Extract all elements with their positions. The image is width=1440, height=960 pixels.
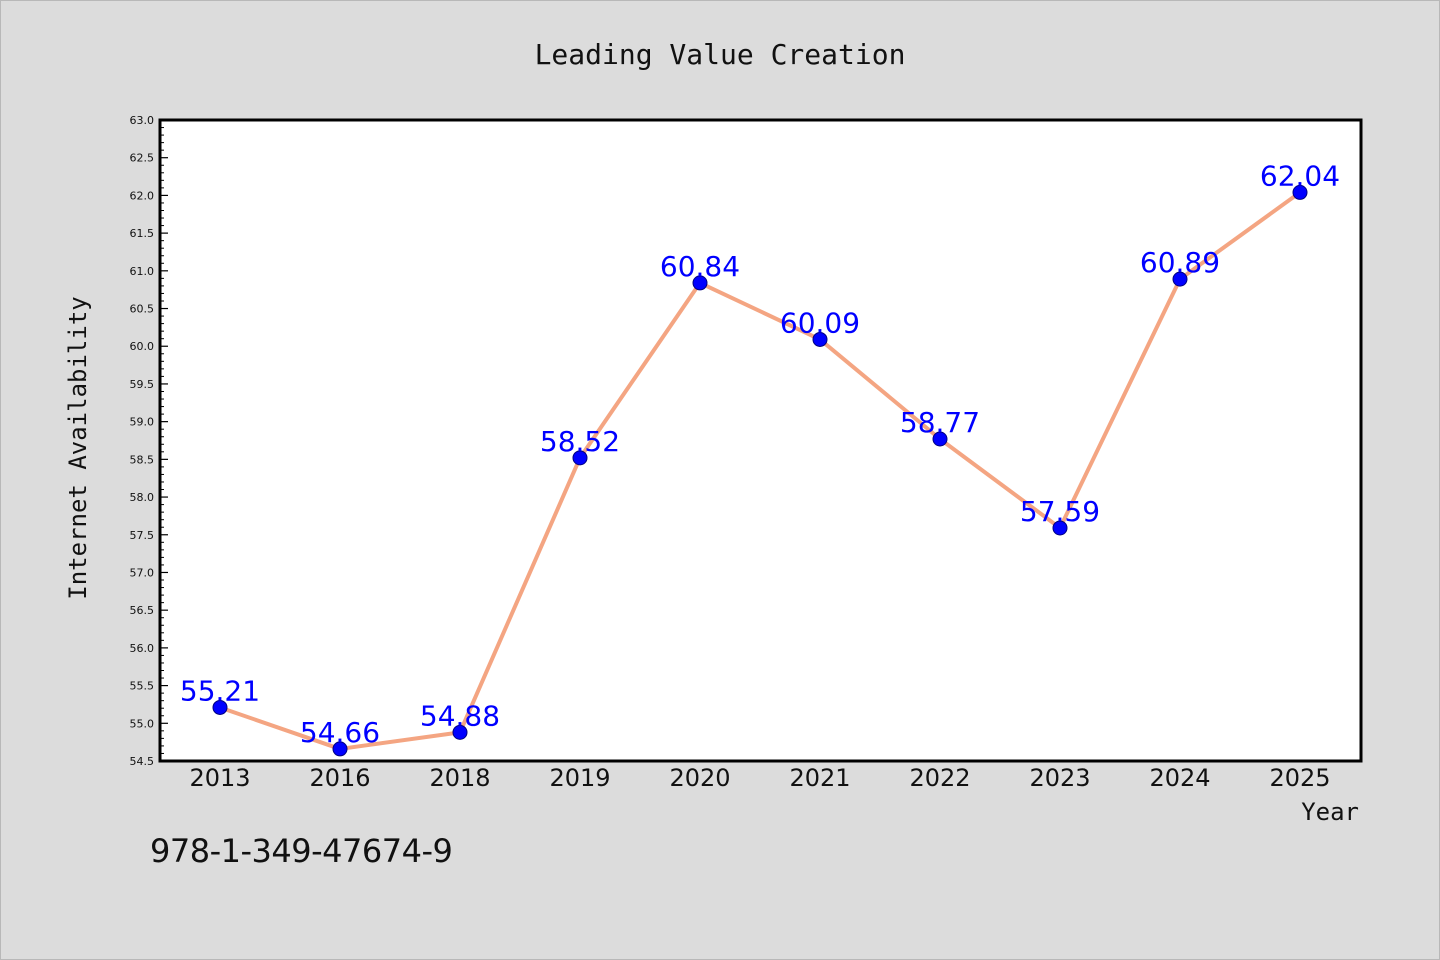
y-axis: 54.5 55.0 55.5 56.0 56.5 57.0 57.5 58.0 58.5 59.0… (130, 114, 168, 768)
data-point (932, 431, 948, 447)
y-tick-label: 56.5 (130, 604, 155, 617)
isbn-text: 978-1-349-47674-9 (150, 832, 453, 870)
y-tick-label: 57.5 (130, 529, 155, 542)
y-tick-label: 61.5 (130, 227, 155, 240)
y-tick-label: 58.0 (130, 491, 155, 504)
x-axis-label: Year (1301, 798, 1359, 826)
series-line (219, 190, 1302, 751)
data-label: 60.84 (660, 250, 740, 283)
data-point (692, 275, 708, 291)
y-tick-label: 61.0 (130, 265, 155, 278)
y-axis-label: Internet Availability (64, 296, 92, 599)
y-tick-label: 58.5 (130, 453, 155, 466)
data-label: 54.88 (420, 699, 500, 732)
x-axis: 2013 2016 2018 2019 2020 2021 2022 2023 2024 2025 (189, 764, 1330, 792)
y-tick-label: 62.0 (130, 189, 155, 202)
plot-area (158, 118, 1363, 763)
x-tick-label: 2016 (309, 764, 370, 792)
x-tick-label: 2013 (189, 764, 250, 792)
data-point (212, 699, 228, 715)
data-label: 58.77 (900, 406, 980, 439)
y-tick-label: 56.0 (130, 642, 155, 655)
data-label: 54.66 (300, 716, 380, 749)
data-point (1172, 271, 1188, 287)
y-tick-label: 55.5 (130, 680, 155, 693)
y-tick-label: 62.5 (130, 152, 155, 165)
x-tick-label: 2022 (909, 764, 970, 792)
y-tick-label: 55.0 (130, 717, 155, 730)
x-tick-label: 2021 (789, 764, 850, 792)
y-tick-label: 59.0 (130, 416, 155, 429)
data-label: 60.09 (780, 306, 860, 339)
data-label: 62.04 (1260, 159, 1340, 192)
y-tick-label: 59.5 (130, 378, 155, 391)
data-point (572, 450, 588, 466)
x-tick-label: 2023 (1029, 764, 1090, 792)
x-tick-label: 2019 (549, 764, 610, 792)
y-tick-label: 63.0 (130, 114, 155, 127)
chart-title: Leading Value Creation (535, 38, 906, 71)
data-point (1052, 520, 1068, 536)
y-tick-label: 60.0 (130, 340, 155, 353)
data-label: 60.89 (1140, 246, 1220, 279)
data-label: 55.21 (180, 674, 260, 707)
data-point (332, 741, 348, 757)
series-group: 55.21 54.66 54.88 58.52 60.84 60.09 58.77 57.59… (180, 159, 1340, 757)
data-label: 58.52 (540, 425, 620, 458)
data-point (1292, 184, 1308, 200)
y-tick-label: 57.0 (130, 566, 155, 579)
y-tick-label: 60.5 (130, 303, 155, 316)
x-tick-label: 2018 (429, 764, 490, 792)
x-tick-label: 2020 (669, 764, 730, 792)
y-tick-label: 54.5 (130, 755, 155, 768)
data-point (452, 724, 468, 740)
x-tick-label: 2024 (1149, 764, 1210, 792)
data-label: 57.59 (1020, 495, 1100, 528)
data-point (812, 331, 828, 347)
x-tick-label: 2025 (1269, 764, 1330, 792)
